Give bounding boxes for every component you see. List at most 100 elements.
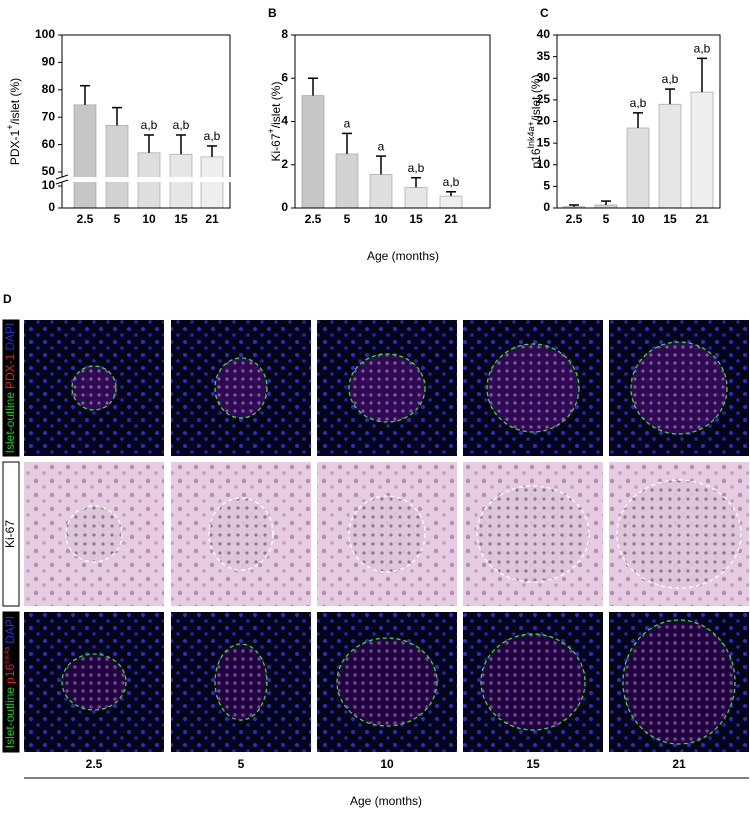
row-label-box	[2, 611, 20, 753]
row-label-box	[2, 461, 20, 607]
islet	[481, 634, 585, 730]
islet-outline	[622, 619, 736, 745]
y-tick-label: 90	[42, 55, 56, 69]
y-tick-label: 15	[537, 135, 551, 149]
islet-outline	[480, 633, 586, 731]
x-axis-label: Age (months)	[367, 249, 439, 263]
bar	[301, 95, 325, 209]
islet-outline	[616, 479, 742, 589]
y-tick-label: 10	[42, 178, 56, 192]
islet	[62, 654, 126, 710]
y-tick-label: 20	[537, 114, 551, 128]
islet-outline	[348, 353, 426, 423]
y-tick-label: 35	[537, 49, 551, 63]
x-tick-label: 5	[344, 212, 351, 226]
row-label-part: DAPI	[3, 323, 17, 351]
x-tick-label: 10	[374, 212, 388, 226]
axis-break	[58, 177, 234, 182]
y-axis-label-part: Ink4a+	[526, 121, 536, 148]
bar-annotation: a,b	[173, 118, 190, 132]
y-axis-label-part: /islet (%)	[269, 82, 283, 129]
y-tick-label: 10	[537, 157, 551, 171]
x-tick-label: 10	[631, 212, 645, 226]
y-tick-label: 50	[42, 164, 56, 178]
column-label: 21	[672, 757, 686, 771]
row-label-part: Islet-outline	[3, 392, 17, 454]
bar	[658, 103, 682, 209]
row-label: Islet-outline PDX-1 DAPI	[3, 323, 17, 454]
row-label: Islet-outline p16Ink4a DAPI	[3, 616, 17, 749]
islet-outline	[214, 643, 268, 721]
x-tick-label: 21	[695, 212, 709, 226]
y-tick-label: 80	[42, 82, 56, 96]
x-tick-label: 5	[114, 212, 121, 226]
y-tick-label: 0	[48, 200, 55, 214]
bar	[200, 156, 224, 209]
islet	[617, 480, 741, 588]
bar	[335, 153, 359, 209]
y-axis-label-part: /islet (%)	[8, 78, 22, 125]
row-label-part: p16	[3, 664, 17, 684]
islet	[477, 486, 589, 582]
x-tick-label: 2.5	[77, 212, 94, 226]
bar-annotation: a,b	[694, 42, 711, 56]
y-tick-label: 40	[537, 27, 551, 41]
row-label: Ki-67	[3, 520, 17, 548]
column-label: 2.5	[86, 757, 103, 771]
bar-annotation: a,b	[630, 96, 647, 110]
y-tick-label: 60	[42, 137, 56, 151]
x-tick-label: 5	[603, 212, 610, 226]
islet	[66, 506, 122, 562]
y-tick-label: 5	[543, 179, 550, 193]
y-tick-label: 100	[35, 27, 55, 41]
bar	[439, 195, 463, 209]
islet-outline	[61, 653, 127, 711]
islet-outline	[71, 365, 117, 411]
x-axis-label: Age (months)	[350, 794, 422, 808]
x-tick-label: 2.5	[566, 212, 583, 226]
bar	[73, 104, 97, 209]
bar-annotation: a	[344, 117, 351, 131]
y-axis-label: Ki-67+/islet (%)	[266, 82, 283, 162]
islet-outline	[65, 505, 123, 563]
bar-annotation: a	[378, 139, 385, 153]
islet	[349, 354, 425, 422]
bar-annotation: a,b	[141, 118, 158, 132]
axis-break-mark	[55, 179, 69, 185]
bar	[404, 187, 428, 209]
islet	[337, 638, 437, 726]
x-tick-label: 21	[444, 212, 458, 226]
islet	[631, 342, 727, 434]
row-label-part: Islet-outline	[3, 687, 17, 749]
islet-outline	[208, 497, 274, 571]
y-axis-label-part: +	[5, 125, 15, 130]
x-tick-label: 10	[142, 212, 156, 226]
y-axis-label-part: +	[266, 128, 276, 133]
islet	[487, 344, 579, 432]
row-label-box	[2, 319, 20, 457]
y-tick-label: 25	[537, 92, 551, 106]
x-tick-label: 15	[409, 212, 423, 226]
bar	[369, 174, 393, 209]
y-tick-label: 0	[543, 200, 550, 214]
bar-annotation: a,b	[662, 72, 679, 86]
plot-frame	[61, 34, 231, 209]
islet-outline	[336, 637, 438, 727]
islet-outline	[348, 495, 426, 573]
islet	[209, 498, 273, 570]
y-axis-label: PDX-1+/islet (%)	[5, 78, 22, 165]
y-axis-label-part: PDX-1	[8, 129, 22, 165]
panel-letter: C	[540, 6, 549, 20]
column-label: 5	[238, 757, 245, 771]
islet-outline	[630, 341, 728, 435]
bar-annotation: a,b	[408, 161, 425, 175]
islet-outline	[214, 357, 268, 419]
y-tick-label: 30	[537, 70, 551, 84]
islet	[623, 620, 735, 744]
islet-outline	[476, 485, 590, 583]
y-tick-label: 8	[281, 27, 288, 41]
islet	[349, 496, 425, 572]
bar-annotation: a,b	[204, 129, 221, 143]
bar	[105, 125, 129, 209]
